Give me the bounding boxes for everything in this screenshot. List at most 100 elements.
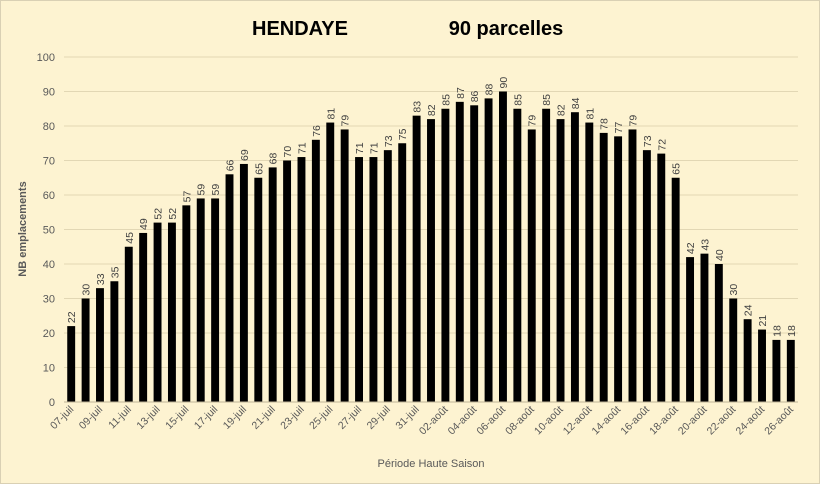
bar [729, 298, 738, 402]
bar [686, 257, 695, 402]
x-axis-ticks: 07-juil 09-juil 11-juil 13-juil 15-juil 17-ju… [48, 404, 796, 438]
x-tick-label: 22-août [705, 404, 739, 438]
x-tick-label: 24-août [733, 404, 767, 438]
data-label: 52 [167, 208, 179, 220]
data-label: 43 [699, 239, 711, 251]
y-tick-label: 30 [43, 294, 55, 306]
data-label: 72 [656, 139, 668, 151]
data-label: 40 [714, 249, 726, 261]
y-tick-label: 10 [43, 363, 55, 375]
y-tick-label: 60 [43, 190, 55, 202]
chart-title: HENDAYE [252, 18, 348, 40]
bar [499, 91, 507, 402]
bar [657, 153, 666, 402]
bar [714, 264, 723, 402]
data-label: 71 [354, 142, 366, 154]
data-label: 65 [671, 163, 683, 175]
data-label: 66 [225, 159, 237, 171]
x-tick-label: 14-août [590, 404, 624, 438]
data-label: 22 [66, 311, 78, 323]
x-tick-label: 04-août [446, 404, 480, 438]
x-tick-label: 02-août [417, 404, 451, 438]
x-tick-label: 26-août [762, 404, 796, 438]
x-tick-label: 21-juil [250, 404, 278, 432]
x-tick-label: 15-juil [163, 404, 191, 432]
bar [786, 339, 795, 402]
data-label: 88 [484, 84, 496, 96]
data-label: 87 [455, 87, 467, 99]
x-tick-label: 10-août [532, 404, 566, 438]
data-label: 68 [268, 153, 280, 165]
data-label: 35 [109, 266, 121, 278]
bar [326, 122, 335, 403]
data-label: 18 [771, 325, 783, 337]
x-tick-label: 19-juil [221, 404, 249, 432]
bar [311, 139, 320, 403]
bar [642, 150, 651, 402]
data-label: 85 [541, 94, 553, 106]
bar [67, 326, 76, 402]
bar [340, 129, 349, 402]
bar [369, 157, 378, 402]
x-tick-label: 27-juil [336, 404, 364, 432]
bar [124, 246, 133, 402]
data-label: 79 [627, 115, 639, 127]
data-label: 33 [95, 273, 107, 285]
x-tick-label: 12-août [561, 404, 595, 438]
bar [239, 163, 248, 402]
y-tick-label: 50 [43, 225, 55, 237]
x-tick-label: 18-août [647, 404, 681, 438]
bar [671, 177, 680, 402]
x-tick-label: 06-août [474, 404, 508, 438]
bar [700, 253, 709, 402]
data-label: 85 [440, 94, 452, 106]
data-label: 52 [153, 208, 165, 220]
data-label: 81 [584, 108, 596, 120]
bar [167, 222, 176, 402]
y-tick-label: 20 [43, 328, 55, 340]
data-label: 59 [210, 184, 222, 196]
bar [297, 157, 306, 402]
x-tick-label: 13-juil [134, 404, 162, 432]
x-tick-label: 23-juil [278, 404, 306, 432]
x-tick-label: 25-juil [307, 404, 335, 432]
bar [383, 150, 392, 402]
bar [182, 205, 191, 402]
data-label: 75 [397, 128, 409, 140]
data-label: 71 [296, 142, 308, 154]
bar [139, 232, 148, 402]
data-label: 85 [512, 94, 524, 106]
y-tick-label: 40 [43, 259, 55, 271]
data-label: 82 [556, 104, 568, 116]
data-label: 73 [642, 135, 654, 147]
data-label: 65 [253, 163, 265, 175]
data-label: 76 [311, 125, 323, 137]
bar [441, 108, 450, 402]
bar [196, 198, 205, 402]
bar [513, 108, 522, 402]
bar [614, 136, 623, 402]
x-tick-label: 29-juil [365, 404, 393, 432]
data-label: 18 [786, 325, 798, 337]
bar [110, 281, 119, 402]
data-label: 71 [368, 142, 380, 154]
data-label: 42 [685, 242, 697, 254]
data-label: 79 [340, 115, 352, 127]
bar [254, 177, 263, 402]
y-axis-title: NB emplacements [17, 181, 29, 276]
bar [355, 157, 363, 402]
bar [398, 143, 407, 402]
x-tick-label: 17-juil [192, 404, 220, 432]
bar [484, 98, 493, 403]
bar [268, 167, 277, 402]
bar [96, 288, 104, 402]
data-label: 84 [570, 97, 582, 109]
bar [772, 339, 781, 402]
data-label: 70 [282, 146, 294, 158]
x-tick-label: 08-août [503, 404, 537, 438]
y-tick-label: 100 [37, 52, 55, 64]
chart-subtitle: 90 parcelles [449, 18, 564, 40]
bar [455, 101, 464, 402]
